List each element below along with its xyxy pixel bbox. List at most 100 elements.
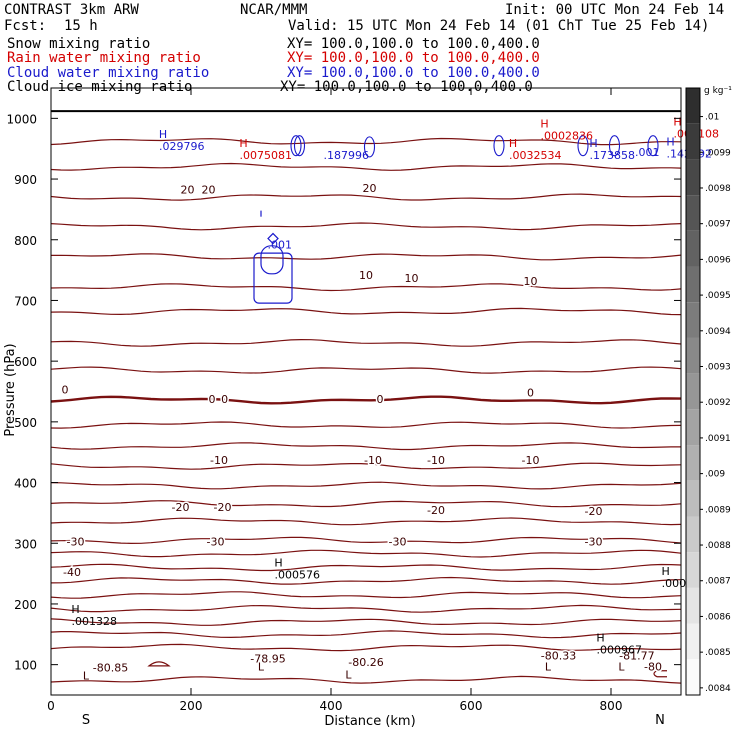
cloud-water-max-marker-letter: H [589, 137, 597, 150]
colorbar-tick-label: .0094 [705, 327, 731, 337]
temperature-contour [50, 591, 682, 599]
contour-label: -20 [585, 505, 603, 518]
cloud-water-contour [647, 135, 659, 157]
cloud-water-max-marker-value: .001 [635, 146, 660, 159]
temperature-contour [50, 222, 682, 231]
low-marker: L [345, 668, 352, 681]
cloud-water-max-marker-value: .187996 [324, 149, 370, 162]
colorbar-swatch [686, 659, 700, 695]
contour-label: -78.95 [250, 653, 285, 666]
temperature-closed-contour [653, 670, 667, 678]
contour-label: 10 [524, 275, 538, 288]
y-tick-label: 1000 [6, 112, 37, 126]
colorbar-swatch [686, 337, 700, 374]
colorbar-tick-label: .0093 [705, 363, 731, 373]
contour-label: 0 [62, 384, 69, 397]
temperature-contour [50, 675, 682, 684]
colorbar-swatch [686, 159, 700, 196]
header-title: CONTRAST 3km ARW [4, 2, 139, 18]
contour-label: 10 [405, 272, 419, 285]
temperature-contour [50, 517, 682, 526]
colorbar-swatch [686, 480, 700, 517]
rain-max-marker-value: .0032534 [509, 149, 562, 162]
colorbar-tick-label: .0089 [705, 505, 731, 515]
rain-max-marker-letter: H [540, 117, 548, 130]
cloud-water-max-marker-value: .029796 [159, 140, 205, 153]
temperature-contour [50, 193, 682, 201]
field-cloud-ice-name: Cloud ice mixing ratio [7, 79, 193, 95]
colorbar-tick-label: .0084 [705, 684, 731, 694]
contour-label: -40 [63, 566, 81, 579]
contour-label: 10 [359, 269, 373, 282]
colorbar-swatch [686, 516, 700, 553]
cloud-water-contour [290, 135, 302, 157]
snow-max-marker-letter: H [661, 565, 669, 578]
colorbar-swatch [686, 623, 700, 660]
temperature-contour [50, 137, 682, 146]
y-axis-title: Pressure (hPa) [3, 343, 18, 436]
field-cloud-water-xy: XY= 100.0,100.0 to 100.0,400.0 [287, 65, 540, 81]
x-tick-label: 400 [320, 699, 343, 713]
x-end-label-north: N [655, 713, 665, 728]
temperature-contour [50, 338, 682, 347]
colorbar-tick-label: .009 [705, 470, 725, 480]
header-valid: Valid: 15 UTC Mon 24 Feb 14 (01 ChT Tue … [288, 18, 710, 34]
y-tick-label: 700 [14, 294, 37, 308]
contour-label: 20 [202, 183, 216, 196]
rain-max-marker-value: .0002836 [541, 129, 594, 142]
cloud-water-max-marker-letter: H [666, 136, 674, 149]
snow-max-marker-value: .000576 [275, 568, 321, 581]
field-cloud-water-name: Cloud water mixing ratio [7, 65, 210, 81]
y-tick-label: 600 [14, 355, 37, 369]
temperature-contour [50, 576, 682, 585]
contour-label: 0 [377, 393, 384, 406]
x-axis-title: Distance (km) [324, 714, 415, 729]
contour-label: 0 [527, 387, 534, 400]
x-tick-label: 200 [180, 699, 203, 713]
field-snow-xy: XY= 100.0,100.0 to 100.0,400.0 [287, 36, 540, 52]
contour-label: -80.85 [93, 662, 128, 675]
snow-max-marker-value: .000967 [597, 644, 643, 657]
contour-label: 20 [363, 182, 377, 195]
colorbar-swatch [686, 409, 700, 446]
y-tick-label: 500 [14, 416, 37, 430]
snow-max-marker-letter: H [596, 632, 604, 645]
temperature-contour [50, 462, 682, 470]
rain-max-marker-letter: H [673, 116, 681, 129]
y-tick-label: 800 [14, 234, 37, 248]
y-tick-label: 100 [14, 659, 37, 673]
colorbar-tick-label: .0092 [705, 398, 731, 408]
contour-label: -10 [210, 454, 228, 467]
snow-max-marker-value: .0009 [662, 577, 694, 590]
colorbar-tick-label: .0096 [705, 255, 731, 265]
contour-label: -30 [207, 535, 225, 548]
temperature-contour [50, 395, 682, 405]
cloud-water-max-marker-letter: H [159, 128, 167, 141]
snow-max-marker-letter: H [274, 556, 282, 569]
contour-label: -30 [67, 535, 85, 548]
cloud-water-max-marker-value: .173858 [590, 149, 636, 162]
colorbar: .01 .0099 .0098 .0097 .0096 .0095 .0094 .0093 .0… [685, 87, 731, 696]
plot-frame [50, 87, 682, 696]
contour-label: -81.77 [619, 650, 654, 663]
temperature-closed-contour [147, 661, 171, 667]
contour-label: 20 [181, 183, 195, 196]
x-tick-label: 600 [460, 699, 483, 713]
temperature-contour [50, 283, 682, 292]
cloud-water-contour [253, 252, 293, 304]
contour-label: -30 [585, 535, 603, 548]
temperature-contour [50, 442, 681, 451]
contour-label: 0 [209, 393, 216, 406]
temperature-contour [50, 162, 682, 171]
colorbar-swatch [686, 552, 700, 588]
temperature-contour [50, 500, 682, 508]
colorbar-swatch [686, 123, 700, 160]
cloud-water-contour [293, 135, 306, 157]
colorbar-tick-label: .0085 [705, 648, 731, 658]
colorbar-tick-label: .0088 [705, 541, 731, 551]
temperature-contour [50, 481, 682, 490]
contour-label: -10 [364, 454, 382, 467]
contour-label: -80.26 [348, 656, 383, 669]
rain-max-marker-letter: H [239, 137, 247, 150]
colorbar-tick-label: .0099 [705, 148, 731, 158]
